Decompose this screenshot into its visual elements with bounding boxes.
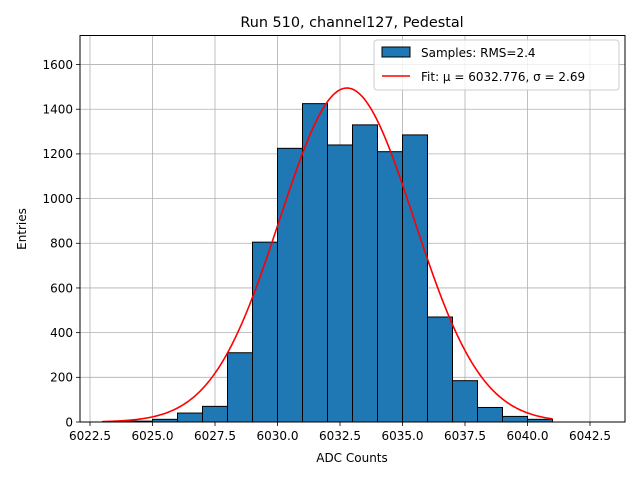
legend: Samples: RMS=2.4 Fit: μ = 6032.776, σ = …: [373, 39, 620, 91]
y-tick-label-5: 1000: [42, 192, 73, 206]
histogram-bar-7: [277, 147, 303, 423]
legend-frame: [373, 39, 620, 91]
fit-curve: [102, 87, 553, 423]
histogram-bar-5: [227, 352, 253, 423]
x-tick-label-4: 6032.5: [319, 429, 361, 443]
histogram-bar-15: [477, 406, 503, 423]
y-tick-label-0: 0: [65, 415, 73, 429]
x-tick-label-2: 6027.5: [194, 429, 236, 443]
y-axis-label: Entries: [15, 208, 29, 250]
x-tick-label-5: 6035.0: [382, 429, 424, 443]
x-tick-label-6: 6037.5: [444, 429, 486, 443]
histogram-bar-3: [177, 412, 203, 423]
x-tick-label-0: 6022.5: [69, 429, 111, 443]
histogram-bar-6: [252, 241, 278, 423]
y-tick-label-4: 800: [50, 237, 73, 251]
histogram-bar-13: [427, 316, 453, 423]
y-tick-label-8: 1600: [42, 58, 73, 72]
y-tick-label-6: 1200: [42, 147, 73, 161]
x-tick-label-3: 6030.0: [257, 429, 299, 443]
x-tick-label-7: 6040.0: [507, 429, 549, 443]
histogram-bar-12: [402, 134, 428, 423]
x-tick-label-1: 6025.0: [132, 429, 174, 443]
y-axis-ticks: 0 200 400 600 800 1000 1200 1400 1600: [42, 58, 80, 429]
histogram-bar-10: [352, 124, 378, 423]
histogram-bar-16: [502, 415, 528, 423]
x-tick-label-8: 6042.5: [569, 429, 611, 443]
legend-histogram-label: Samples: RMS=2.4: [421, 46, 536, 60]
histogram-bar-11: [377, 151, 403, 423]
histogram-bar-8: [302, 103, 328, 423]
plot-frame: [79, 35, 626, 423]
y-tick-label-1: 200: [50, 371, 73, 385]
chart-title: Run 510, channel127, Pedestal: [240, 15, 463, 31]
legend-histogram-swatch: [381, 46, 411, 58]
x-axis-label: ADC Counts: [316, 451, 388, 465]
y-tick-label-3: 600: [50, 281, 73, 295]
histogram-bar-9: [327, 144, 353, 423]
histogram-bar-4: [202, 405, 228, 423]
x-axis-ticks: 6022.5 6025.0 6027.5 6030.0 6032.5 6035.0 6037…: [69, 422, 611, 443]
histogram-bar-14: [452, 380, 478, 423]
y-tick-label-7: 1400: [42, 103, 73, 117]
legend-fit-label: Fit: μ = 6032.776, σ = 2.69: [421, 70, 585, 84]
y-tick-label-2: 400: [50, 326, 73, 340]
fit-curve-group: [102, 87, 553, 423]
